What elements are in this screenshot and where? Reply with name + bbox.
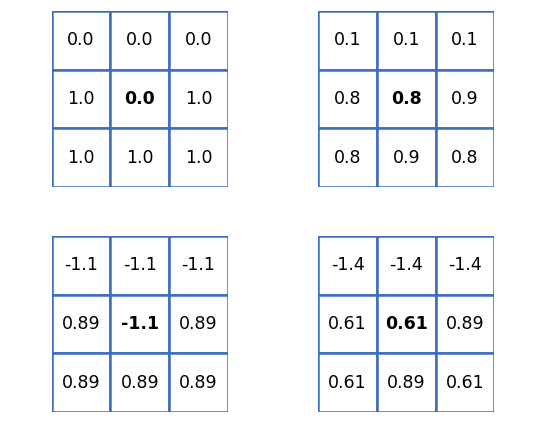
Bar	[318, 128, 377, 187]
Text: 0.1: 0.1	[334, 31, 361, 49]
Bar	[110, 128, 169, 187]
Text: -1.4: -1.4	[331, 256, 365, 274]
Text: 0.0: 0.0	[126, 31, 153, 49]
Bar	[318, 11, 377, 70]
Bar	[318, 236, 377, 295]
Bar	[169, 11, 228, 70]
Text: 1.0: 1.0	[67, 149, 95, 167]
Text: -1.1: -1.1	[121, 315, 159, 333]
Text: 0.61: 0.61	[446, 374, 484, 392]
Text: 0.8: 0.8	[334, 90, 361, 108]
Bar	[377, 70, 436, 128]
Bar	[169, 128, 228, 187]
Text: 0.1: 0.1	[393, 31, 420, 49]
Text: 0.89: 0.89	[62, 374, 100, 392]
Bar	[436, 128, 494, 187]
Text: 0.61: 0.61	[328, 315, 367, 333]
Bar	[169, 295, 228, 353]
Bar	[110, 70, 169, 128]
Text: 1.0: 1.0	[126, 149, 153, 167]
Bar	[110, 236, 169, 295]
Bar	[377, 236, 436, 295]
Text: -1.4: -1.4	[448, 256, 482, 274]
Text: 0.61: 0.61	[385, 315, 428, 333]
Bar	[52, 295, 110, 353]
Text: -1.4: -1.4	[389, 256, 423, 274]
Bar	[318, 295, 377, 353]
Text: -1.1: -1.1	[64, 256, 98, 274]
Bar	[110, 11, 169, 70]
Text: 0.89: 0.89	[387, 374, 425, 392]
Bar	[169, 236, 228, 295]
Text: 0.9: 0.9	[393, 149, 420, 167]
Bar	[110, 295, 169, 353]
Bar	[318, 70, 377, 128]
Bar	[52, 70, 110, 128]
Text: 0.0: 0.0	[185, 31, 212, 49]
Text: -1.1: -1.1	[181, 256, 215, 274]
Bar	[436, 70, 494, 128]
Bar	[52, 11, 110, 70]
Text: 0.61: 0.61	[328, 374, 367, 392]
Bar	[377, 353, 436, 412]
Text: 0.8: 0.8	[451, 149, 479, 167]
Text: 0.89: 0.89	[121, 374, 159, 392]
Bar	[52, 353, 110, 412]
Bar	[436, 236, 494, 295]
Text: 0.8: 0.8	[391, 90, 422, 108]
Text: (a) Ground truth: (a) Ground truth	[69, 236, 211, 254]
Text: 1.0: 1.0	[185, 90, 212, 108]
Bar	[52, 236, 110, 295]
Text: 1.0: 1.0	[67, 90, 95, 108]
Text: 0.1: 0.1	[451, 31, 479, 49]
Text: 0.0: 0.0	[67, 31, 95, 49]
Bar	[377, 295, 436, 353]
Text: 0.89: 0.89	[446, 315, 484, 333]
Text: (b) Prediction: (b) Prediction	[348, 236, 465, 254]
Bar	[169, 70, 228, 128]
Bar	[110, 353, 169, 412]
Text: 0.89: 0.89	[62, 315, 100, 333]
Text: 0.89: 0.89	[179, 315, 218, 333]
Bar	[318, 353, 377, 412]
Bar	[436, 295, 494, 353]
Bar	[52, 128, 110, 187]
Text: 1.0: 1.0	[185, 149, 212, 167]
Bar	[169, 353, 228, 412]
Text: 0.0: 0.0	[124, 90, 155, 108]
Bar	[436, 353, 494, 412]
Bar	[436, 11, 494, 70]
Text: -1.1: -1.1	[123, 256, 157, 274]
Text: 0.9: 0.9	[451, 90, 479, 108]
Text: 0.8: 0.8	[334, 149, 361, 167]
Text: 0.89: 0.89	[179, 374, 218, 392]
Bar	[377, 128, 436, 187]
Bar	[377, 11, 436, 70]
